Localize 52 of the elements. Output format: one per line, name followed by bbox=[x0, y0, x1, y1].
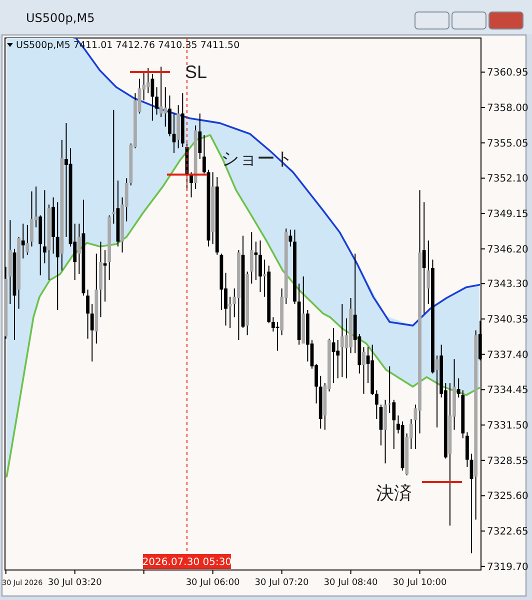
candlestick bbox=[21, 223, 25, 259]
candlestick bbox=[250, 232, 254, 284]
candlestick bbox=[190, 172, 193, 198]
line-series bbox=[6, 134, 480, 478]
annotation: 決済 bbox=[376, 483, 412, 503]
candlestick bbox=[146, 67, 150, 94]
y-tick-label: 7352.10 bbox=[487, 174, 528, 185]
candlestick bbox=[198, 112, 202, 160]
candlestick bbox=[86, 289, 90, 340]
y-tick-label: 7355.05 bbox=[487, 138, 528, 150]
candlestick bbox=[392, 399, 396, 450]
line-series bbox=[74, 38, 480, 326]
candlestick bbox=[26, 224, 30, 256]
ref-line-label: 2026.07.30 05:30 bbox=[142, 557, 232, 568]
annotation: SL bbox=[185, 62, 208, 82]
x-tick-label: 30 Jul 03:20 bbox=[48, 578, 102, 588]
candlestick bbox=[258, 240, 262, 293]
y-tick-label: 7343.30 bbox=[487, 279, 528, 290]
candlestick bbox=[30, 190, 34, 247]
x-tick-label: 30 Jul 08:40 bbox=[324, 578, 378, 588]
x-tick-label: 30 Jul 06:00 bbox=[186, 578, 240, 588]
candlestick bbox=[340, 304, 344, 378]
y-tick-label: 7319.70 bbox=[487, 562, 528, 573]
y-tick-label: 7325.60 bbox=[487, 491, 528, 502]
candlestick bbox=[336, 339, 340, 379]
y-tick-label: 7322.65 bbox=[487, 526, 528, 538]
candlestick bbox=[254, 241, 258, 281]
y-tick-label: 7334.45 bbox=[487, 385, 528, 396]
y-tick-label: 7328.55 bbox=[487, 456, 528, 467]
candlestick bbox=[466, 432, 469, 468]
candlestick bbox=[42, 190, 46, 264]
candlestick bbox=[374, 390, 378, 420]
candlestick bbox=[159, 66, 163, 118]
candlestick bbox=[288, 229, 292, 247]
annotation: ショート bbox=[220, 148, 293, 169]
candlestick bbox=[202, 134, 206, 174]
y-tick-label: 7337.40 bbox=[487, 350, 528, 361]
candlestick bbox=[90, 304, 94, 362]
candlestick bbox=[271, 316, 275, 332]
y-tick-label: 7331.50 bbox=[487, 420, 528, 432]
x-tick-label: 30 Jul 10:00 bbox=[392, 578, 448, 588]
y-tick-label: 7358.00 bbox=[487, 102, 528, 114]
y-tick-label: 7360.95 bbox=[487, 68, 528, 79]
candlestick bbox=[56, 202, 60, 310]
x-tick-label: 30 Jul 07:20 bbox=[254, 578, 310, 588]
candlestick bbox=[155, 86, 158, 116]
y-tick-label: 7346.20 bbox=[487, 244, 528, 256]
candlestick bbox=[422, 202, 426, 314]
candlestick bbox=[456, 378, 460, 398]
chart-title: US500p,M5 bbox=[26, 11, 95, 25]
y-tick-label: 7340.35 bbox=[487, 314, 528, 326]
y-tick-label: 7349.15 bbox=[487, 209, 528, 220]
